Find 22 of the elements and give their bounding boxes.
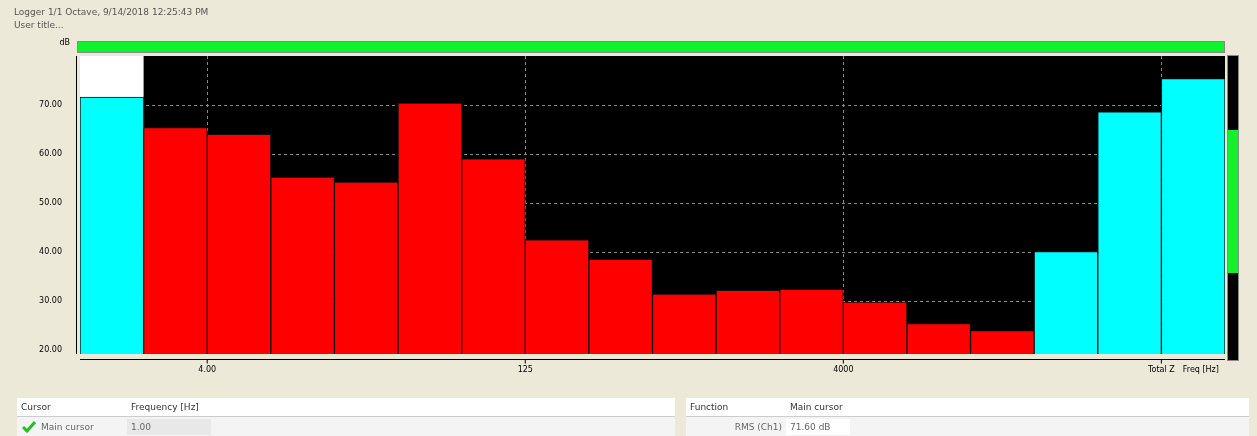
x-tick-label: 125 [517,364,533,374]
x-tick-label: Total Z [1147,364,1176,374]
text: 1.00 [127,419,211,435]
y-tick-label: 30.00 [39,296,62,306]
y-tick-label: 60.00 [39,149,62,159]
y-tick-label: 40.00 [39,247,62,257]
y-tick-label: 20.00 [39,345,62,355]
chart-subtitle: User title... [14,20,64,30]
text: Frequency [Hz] [130,401,200,414]
x-axis-title: Freq [Hz] [1182,364,1219,374]
y-axis-title: dB [59,38,70,48]
x-tick-label: 4.00 [198,364,217,374]
chart-title: Logger 1/1 Octave, 9/14/2018 12:25:43 PM [14,7,209,17]
text: Main cursor [789,401,844,414]
y-tick-label: 50.00 [39,198,62,208]
x-tick-label: 4000 [833,364,854,374]
text: Cursor [20,401,52,414]
text: Main cursor [40,421,95,434]
y-tick-label: 70.00 [39,100,62,110]
text: RMS (Ch1) [733,421,783,434]
text: 71.60 dB [786,419,850,435]
text: Function [689,401,730,414]
